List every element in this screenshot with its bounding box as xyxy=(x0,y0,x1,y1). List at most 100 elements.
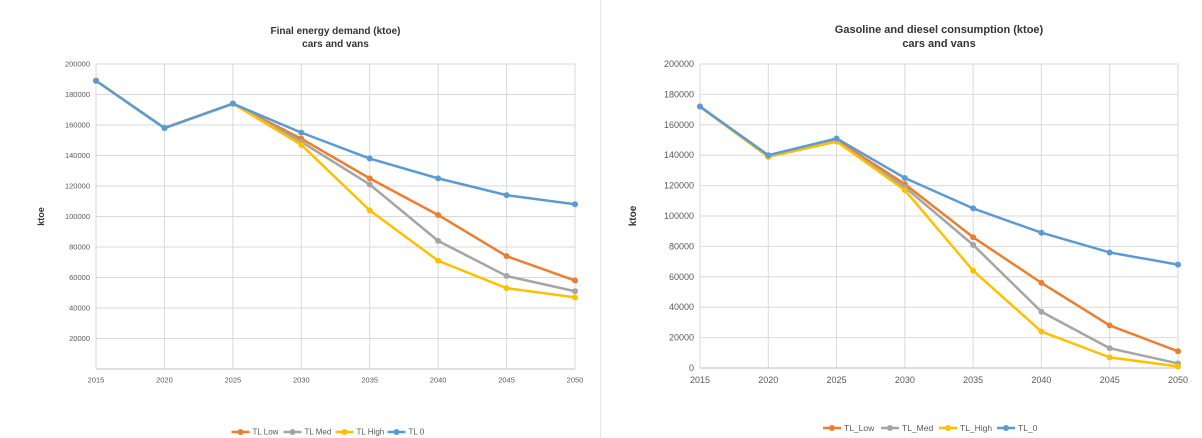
legend-marker-tl-0 xyxy=(1003,425,1009,431)
data-point-tl-0 xyxy=(833,135,840,142)
x-tick-label: 2020 xyxy=(156,376,173,385)
legend-marker-tl-low xyxy=(237,429,244,435)
data-point-tl-high xyxy=(366,207,373,214)
legend-marker-tl-low xyxy=(829,425,835,431)
data-point-tl-low xyxy=(503,253,510,260)
data-point-tl-0 xyxy=(1175,261,1181,268)
x-tick-label: 2025 xyxy=(225,376,242,385)
y-tick-label: 60000 xyxy=(69,273,90,282)
x-tick-label: 2050 xyxy=(567,376,584,385)
data-point-tl-high xyxy=(901,187,908,194)
data-point-tl-low xyxy=(1175,348,1181,355)
final-energy-chart: Final energy demand (ktoe) cars and vans 2… xyxy=(36,26,584,437)
data-point-tl-med xyxy=(435,237,442,244)
y-tick-label: 140000 xyxy=(664,150,694,160)
legend-marker-tl-0 xyxy=(393,429,400,435)
x-tick-label: 2045 xyxy=(498,376,515,385)
data-point-tl-0 xyxy=(901,175,908,181)
data-point-tl-med xyxy=(1038,308,1045,315)
x-tick-label: 2015 xyxy=(690,375,710,385)
data-point-tl-low xyxy=(1038,279,1045,286)
x-tick-label: 2035 xyxy=(361,376,378,385)
y-tick-label: 200000 xyxy=(664,59,694,69)
data-point-tl-0 xyxy=(229,100,236,107)
data-point-tl-0 xyxy=(93,77,99,84)
y-tick-label: 20000 xyxy=(69,334,90,343)
series-line-tl-low xyxy=(95,79,576,282)
chart-subtitle: cars and vans xyxy=(302,39,369,50)
series-line-tl-med xyxy=(699,105,1179,365)
data-point-tl-high xyxy=(970,267,977,274)
y-tick-label: 140000 xyxy=(65,151,90,160)
y-tick-label: 120000 xyxy=(664,181,694,191)
data-point-tl-med xyxy=(572,288,578,295)
y-tick-label: 80000 xyxy=(669,241,694,251)
data-point-tl-low xyxy=(572,277,578,284)
data-point-tl-low xyxy=(366,175,373,182)
data-point-tl-med xyxy=(970,241,977,248)
x-tick-label: 2030 xyxy=(293,376,310,385)
legend-label-tl-med: TL Med xyxy=(305,428,332,437)
y-tick-label: 20000 xyxy=(669,333,694,343)
x-tick-label: 2025 xyxy=(827,375,847,385)
data-point-tl-high xyxy=(298,141,305,148)
y-tick-label: 160000 xyxy=(65,121,90,130)
y-tick-label: 180000 xyxy=(664,89,694,99)
data-point-tl-0 xyxy=(435,175,442,182)
data-point-tl-high xyxy=(435,257,442,264)
series-line-tl-high xyxy=(95,79,576,299)
chart-panel-final-energy: Final energy demand (ktoe) cars and vans 2… xyxy=(36,0,601,438)
x-tick-label: 2050 xyxy=(1168,375,1188,385)
data-point-tl-high xyxy=(1175,363,1181,370)
data-point-tl-med xyxy=(1106,345,1113,352)
x-tick-label: 2045 xyxy=(1100,375,1120,385)
legend-marker-tl-high xyxy=(945,425,951,431)
data-point-tl-high xyxy=(503,285,510,292)
legend-label-tl-med: TL_Med xyxy=(902,423,933,433)
legend-marker-tl-med xyxy=(289,429,296,435)
chart-subtitle: cars and vans xyxy=(902,38,975,50)
data-point-tl-low xyxy=(970,234,977,241)
data-point-tl-0 xyxy=(697,103,703,110)
y-tick-label: 80000 xyxy=(69,243,90,252)
legend-label-tl-high: TL High xyxy=(357,428,385,437)
legend-label-tl-high: TL_High xyxy=(960,423,992,433)
chart-title: Final energy demand (ktoe) xyxy=(270,26,400,37)
data-point-tl-0 xyxy=(1038,229,1045,236)
y-tick-label: 160000 xyxy=(664,120,694,130)
legend-label-tl-0: TL_0 xyxy=(1018,423,1038,433)
x-tick-label: 2030 xyxy=(895,375,915,385)
y-axis-label: ktoe xyxy=(36,207,46,226)
chart-title: Gasoline and diesel consumption (ktoe) xyxy=(835,24,1044,36)
chart-panel-gasoline-diesel: Gasoline and diesel consumption (ktoe) ca… xyxy=(602,0,1202,438)
y-tick-label: 200000 xyxy=(65,60,90,69)
legend-marker-tl-high xyxy=(341,429,348,435)
data-point-tl-med xyxy=(503,272,510,279)
data-point-tl-0 xyxy=(572,201,578,208)
data-point-tl-0 xyxy=(366,155,373,162)
y-tick-label: 60000 xyxy=(669,272,694,282)
data-point-tl-0 xyxy=(503,192,510,199)
y-tick-label: 100000 xyxy=(664,211,694,221)
data-point-tl-high xyxy=(1038,328,1045,335)
legend-label-tl-low: TL_Low xyxy=(844,423,875,433)
legend-label-tl-low: TL Low xyxy=(253,428,279,437)
x-tick-label: 2015 xyxy=(88,376,105,385)
data-point-tl-0 xyxy=(970,205,977,212)
series-line-tl-high xyxy=(699,105,1179,368)
y-tick-label: 100000 xyxy=(65,212,90,221)
gasoline-diesel-chart: Gasoline and diesel consumption (ktoe) ca… xyxy=(628,24,1188,433)
data-point-tl-med xyxy=(366,181,373,188)
data-point-tl-low xyxy=(1106,322,1113,329)
x-tick-label: 2040 xyxy=(1031,375,1051,385)
series-line-tl-0 xyxy=(699,105,1179,266)
y-tick-label: 40000 xyxy=(69,304,90,313)
data-point-tl-high xyxy=(572,294,578,301)
x-tick-label: 2035 xyxy=(963,375,983,385)
y-tick-label: 180000 xyxy=(65,90,90,99)
data-point-tl-high xyxy=(1106,354,1113,361)
data-point-tl-0 xyxy=(765,152,772,159)
y-tick-label: 120000 xyxy=(65,182,90,191)
series-line-tl-0 xyxy=(95,79,576,206)
y-axis-label: ktoe xyxy=(628,205,639,226)
